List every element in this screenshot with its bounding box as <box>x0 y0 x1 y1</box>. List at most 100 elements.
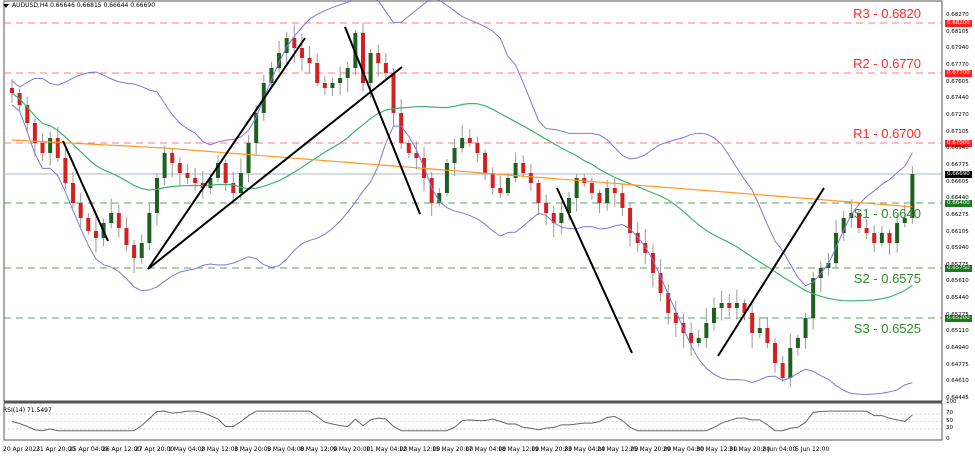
candle-body <box>612 188 617 193</box>
candle-body <box>757 328 762 333</box>
price-tick: 0.68270 <box>946 12 969 18</box>
price-tick: 0.65440 <box>946 295 969 301</box>
candle-body <box>399 113 404 143</box>
date-tick: 29 May 04:00 <box>663 446 705 453</box>
dropdown-triangle-icon[interactable] <box>3 3 9 8</box>
candle-body <box>643 243 648 253</box>
candle-body <box>696 338 701 343</box>
price-tick: 0.67940 <box>946 45 969 51</box>
candle-body <box>360 33 365 83</box>
price-tick: 0.66440 <box>946 195 969 201</box>
candle-body <box>437 193 442 203</box>
candle-body <box>109 213 114 223</box>
candle-body <box>391 73 396 113</box>
level-price-tag-s1: 0.66400 <box>945 200 972 207</box>
candle-body <box>734 303 739 308</box>
date-tick: 26 Apr 12:00 <box>102 446 142 453</box>
candle-body <box>666 293 671 313</box>
date-tick: 2 Jun 04:00 <box>762 446 797 453</box>
date-tick: 5 Jun 12:00 <box>795 446 830 453</box>
date-tick: 19 May 20:00 <box>531 446 573 453</box>
candle-body <box>292 38 297 48</box>
candle-body <box>162 153 167 178</box>
bollinger-lower-band <box>11 104 913 396</box>
date-tick: 21 Apr 20:00 <box>36 446 76 453</box>
candle-body <box>208 178 213 188</box>
candle-body <box>528 173 533 183</box>
level-price-tag-s2: 0.65750 <box>945 265 972 272</box>
candle-body <box>383 63 388 73</box>
candle-body <box>765 328 770 343</box>
level-label-s1: S1 - 0.6640 <box>853 206 921 221</box>
candle-body <box>567 198 572 213</box>
level-price-tag-r1: 0.67000 <box>945 140 972 147</box>
candle-body <box>475 143 480 153</box>
candle-body <box>254 113 259 143</box>
price-tick: 0.66605 <box>946 178 969 185</box>
candle-body <box>32 123 37 143</box>
moving-average-fast <box>11 92 913 302</box>
candle-body <box>750 313 755 333</box>
chart-title-text: AUDUSD,H4 0.66646 0.66815 0.66644 0.6669… <box>12 2 156 9</box>
candle-body <box>795 338 800 348</box>
level-price-tag-r3: 0.68200 <box>945 20 972 27</box>
price-tick: 0.65610 <box>946 278 969 284</box>
candle-body <box>841 218 846 233</box>
date-tick: 25 Apr 04:00 <box>69 446 109 453</box>
candle-body <box>544 203 549 213</box>
candle-body <box>704 323 709 338</box>
trendline <box>556 187 633 354</box>
candle-body <box>71 183 76 203</box>
date-tick: 30 May 12:00 <box>696 446 738 453</box>
candle-body <box>338 78 343 83</box>
candle-body <box>414 153 419 158</box>
moving-average-slow <box>11 139 913 208</box>
candle-body <box>10 88 14 93</box>
price-tick: 0.65940 <box>946 245 969 251</box>
candle-body <box>63 158 68 183</box>
candle-body <box>811 278 816 318</box>
candle-body <box>429 178 434 203</box>
candle-body <box>238 173 243 193</box>
candle-body <box>521 163 526 173</box>
rsi-tick: 50 <box>946 417 953 424</box>
level-label-r2: R2 - 0.6770 <box>853 56 921 71</box>
candle-body <box>780 363 785 378</box>
rsi-label: RSI(14) 71.5497 <box>3 407 52 414</box>
price-tick: 0.67770 <box>946 62 969 68</box>
candle-body <box>589 183 594 193</box>
candle-body <box>216 163 221 178</box>
candle-body <box>307 58 312 63</box>
chart-title: AUDUSD,H4 0.66646 0.66815 0.66644 0.6669… <box>3 2 155 9</box>
candle-body <box>193 178 198 183</box>
candle-body <box>25 105 30 123</box>
date-tick: 31 May 20:00 <box>729 446 771 453</box>
candle-body <box>872 233 877 243</box>
candle-body <box>826 263 831 268</box>
candle-body <box>368 53 373 83</box>
date-tick: 24 May 12:00 <box>597 446 639 453</box>
candle-body <box>711 308 716 323</box>
candle-body <box>773 343 778 363</box>
candle-body <box>78 203 83 218</box>
price-tick: 0.65275 <box>946 311 969 318</box>
candle-body <box>277 53 282 68</box>
date-tick: 27 Apr 20:00 <box>135 446 175 453</box>
date-tick: 2 May 12:00 <box>201 446 239 453</box>
price-tick: 0.65775 <box>946 261 969 268</box>
candle-body <box>444 163 449 193</box>
candle-body <box>147 213 152 243</box>
candle-body <box>315 63 320 83</box>
candle-body <box>559 213 564 223</box>
price-tick: 0.64610 <box>946 378 969 384</box>
level-price-tag-r2: 0.67700 <box>945 70 972 77</box>
candle-body <box>231 183 236 193</box>
candle-body <box>788 348 793 378</box>
price-tick: 0.64445 <box>946 394 969 401</box>
current-price-tag: 0.66690 <box>945 171 972 178</box>
candle-body <box>605 188 610 203</box>
level-label-s2: S2 - 0.6575 <box>853 271 921 286</box>
date-tick: 3 May 20:00 <box>234 446 272 453</box>
